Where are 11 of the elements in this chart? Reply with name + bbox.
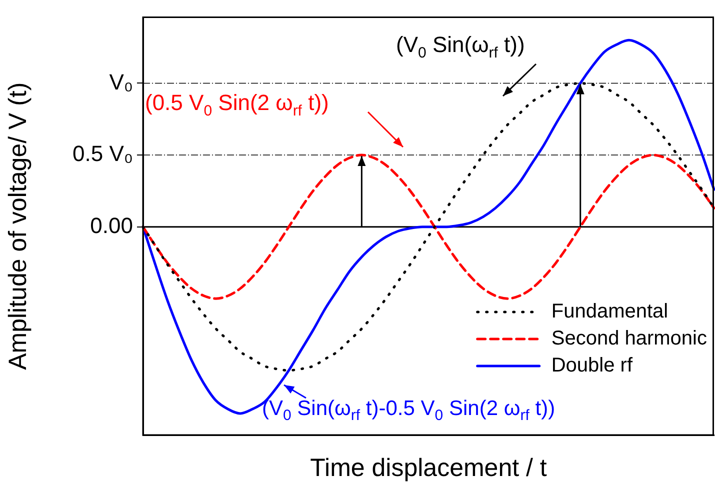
y-tick-label: 0.00 [90, 212, 133, 238]
annotation: (0.5 V$_{0}$ Sin(2 ω$_{rf}$ t)) [145, 90, 329, 120]
y-axis-title: Amplitude of voltage/ V (t) [4, 82, 32, 370]
legend-label: Second harmonic [551, 328, 708, 350]
legend-label: Fundamental [551, 300, 668, 323]
annotation: (V$_{0}$ Sin(ω$_{rf}$ t)) [396, 32, 525, 62]
legend-label: Double rf [551, 354, 633, 377]
text: (V$_{0}$ Sin(ω$_{rf}$ t)-0.5 V$_{0}$ Sin(2 ω$_{rf}$ t)) [262, 397, 556, 424]
y-tick-label: V₀ [109, 69, 133, 94]
x-axis-title: Time displacement / t [310, 454, 547, 482]
y-tick-label: 0.5 V₀ [72, 141, 133, 166]
